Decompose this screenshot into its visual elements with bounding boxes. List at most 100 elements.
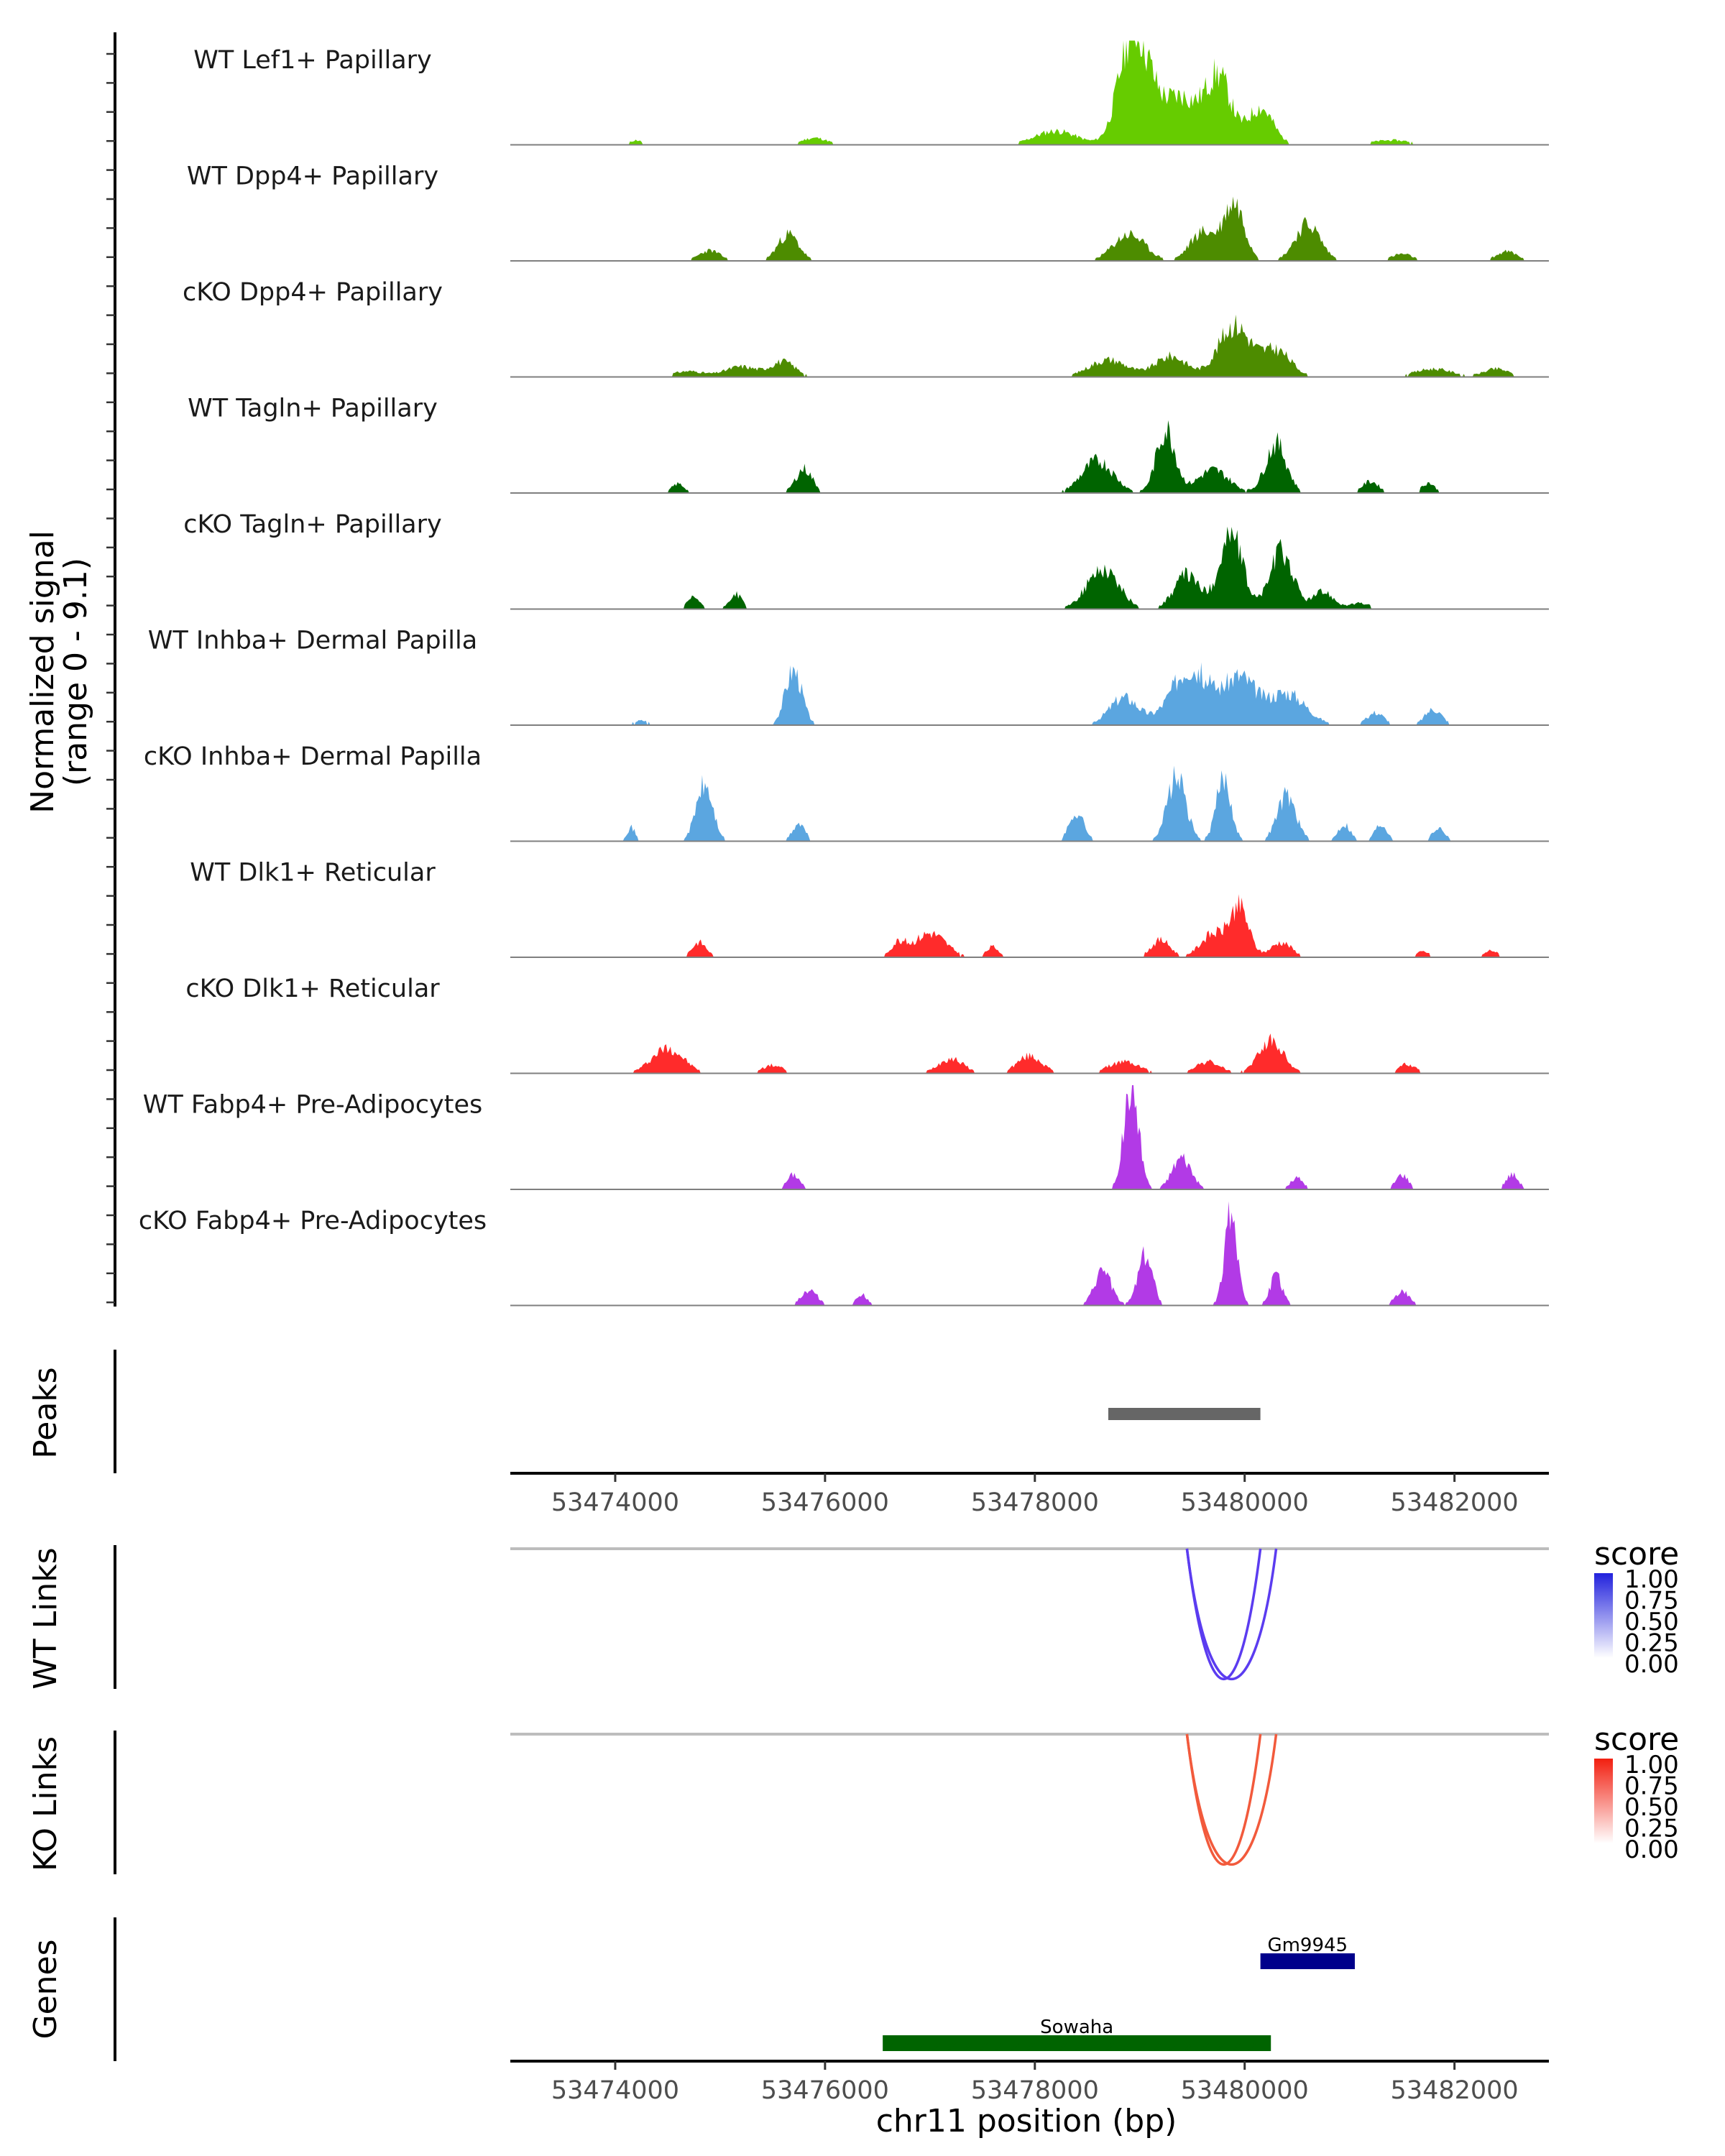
strand-arrow bbox=[1059, 2036, 1067, 2050]
x-axis-genes: 53474000 53476000 53478000 53480000 53482000 bbox=[510, 2060, 1549, 2105]
track-9: WT Fabp4+ Pre-Adipocytes bbox=[143, 1085, 1549, 1190]
strand-arrow bbox=[1309, 1954, 1317, 1968]
track-8: cKO Dlk1+ Reticular bbox=[185, 975, 1549, 1074]
strand-arrow bbox=[980, 2036, 988, 2050]
x-tick-label: 53474000 bbox=[551, 1488, 679, 1517]
track-10: cKO Fabp4+ Pre-Adipocytes bbox=[139, 1201, 1549, 1307]
genes-label: Genes bbox=[27, 1939, 64, 2039]
coverage-area bbox=[510, 765, 1549, 842]
track-label: cKO Dlk1+ Reticular bbox=[185, 975, 440, 1003]
coverage-area bbox=[510, 526, 1549, 609]
strand-arrow bbox=[1261, 1954, 1270, 1968]
legend-tick-label: 0.25 bbox=[1624, 1815, 1679, 1843]
legend-tick-label: 0.50 bbox=[1624, 1793, 1679, 1822]
gene-gm9945: Gm9945 bbox=[1260, 1935, 1355, 1969]
track-3: WT Tagln+ Papillary bbox=[188, 394, 1549, 494]
peaks-track bbox=[1108, 1408, 1261, 1420]
strand-arrow bbox=[1122, 2036, 1131, 2050]
strand-arrow bbox=[885, 2036, 893, 2050]
coverage-area bbox=[510, 1033, 1549, 1074]
strand-arrow bbox=[1043, 2036, 1052, 2050]
x-tick-label: 53482000 bbox=[1391, 2076, 1519, 2105]
track-label: WT Inhba+ Dermal Papilla bbox=[148, 626, 477, 655]
track-label: WT Fabp4+ Pre-Adipocytes bbox=[143, 1090, 482, 1119]
strand-arrow bbox=[1138, 2036, 1146, 2050]
x-tick-label: 53482000 bbox=[1391, 1488, 1519, 1517]
strand-arrow bbox=[1277, 1954, 1286, 1968]
track-label: WT Dpp4+ Papillary bbox=[187, 162, 438, 190]
coverage-area bbox=[510, 1201, 1549, 1306]
strand-arrow bbox=[1106, 2036, 1115, 2050]
strand-arrow bbox=[1248, 2036, 1257, 2050]
track-7: WT Dlk1+ Reticular bbox=[190, 858, 1549, 958]
strand-arrow bbox=[948, 2036, 957, 2050]
link-arc bbox=[1185, 1733, 1278, 1866]
track-1: WT Dpp4+ Papillary bbox=[187, 162, 1549, 262]
track-label: cKO Fabp4+ Pre-Adipocytes bbox=[139, 1207, 487, 1235]
signal-axis bbox=[106, 32, 116, 1307]
link-arc bbox=[1185, 1548, 1278, 1681]
legend-tick-label: 0.75 bbox=[1624, 1772, 1679, 1801]
strand-arrow bbox=[1169, 2036, 1178, 2050]
track-label: cKO Tagln+ Papillary bbox=[183, 510, 442, 539]
x-tick-label: 53478000 bbox=[971, 1488, 1099, 1517]
track-label: WT Tagln+ Papillary bbox=[188, 394, 438, 423]
coverage-area bbox=[510, 40, 1549, 145]
x-tick-label: 53476000 bbox=[761, 1488, 889, 1517]
gene-name: Gm9945 bbox=[1267, 1935, 1348, 1956]
x-tick-label: 53480000 bbox=[1181, 1488, 1309, 1517]
strand-arrow bbox=[1293, 1954, 1302, 1968]
coverage-area bbox=[510, 196, 1549, 261]
coverage-area bbox=[510, 894, 1549, 957]
gene-name: Sowaha bbox=[1040, 2017, 1113, 2038]
x-tick-label: 53474000 bbox=[551, 2076, 679, 2105]
legend-tick-label: 1.00 bbox=[1624, 1751, 1679, 1779]
track-label: WT Lef1+ Papillary bbox=[193, 46, 432, 75]
track-0: WT Lef1+ Papillary bbox=[193, 40, 1549, 146]
legend-tick-label: 1.00 bbox=[1624, 1565, 1679, 1594]
x-axis-title: chr11 position (bp) bbox=[876, 2103, 1177, 2139]
strand-arrow bbox=[1027, 2036, 1036, 2050]
coverage-tracks: WT Lef1+ Papillary WT Dpp4+ Papillary cKO … bbox=[139, 40, 1549, 1307]
legend-title: score bbox=[1594, 1536, 1679, 1572]
links-label: KO Links bbox=[27, 1736, 64, 1871]
track-6: cKO Inhba+ Dermal Papilla bbox=[144, 742, 1549, 842]
legend-title: score bbox=[1594, 1721, 1679, 1758]
x-tick-label: 53480000 bbox=[1181, 2076, 1309, 2105]
strand-arrow bbox=[1154, 2036, 1162, 2050]
strand-arrow bbox=[901, 2036, 909, 2050]
signal-axis-label: Normalized signal bbox=[24, 530, 61, 814]
track-5: WT Inhba+ Dermal Papilla bbox=[148, 626, 1549, 726]
track-2: cKO Dpp4+ Papillary bbox=[183, 278, 1549, 378]
track-4: cKO Tagln+ Papillary bbox=[183, 510, 1549, 610]
peak-region bbox=[1108, 1408, 1261, 1420]
legend-tick-label: 0.00 bbox=[1624, 1650, 1679, 1679]
strand-arrow bbox=[1090, 2036, 1099, 2050]
strand-arrow bbox=[1340, 1954, 1349, 1968]
coverage-area bbox=[510, 420, 1549, 493]
track-label: WT Dlk1+ Reticular bbox=[190, 858, 436, 887]
peaks-label: Peaks bbox=[27, 1367, 64, 1458]
strand-arrow bbox=[995, 2036, 1004, 2050]
gene-sowaha: Sowaha bbox=[883, 2017, 1271, 2051]
coverage-area bbox=[510, 1085, 1549, 1189]
strand-arrow bbox=[1325, 1954, 1333, 1968]
strand-arrow bbox=[1075, 2036, 1083, 2050]
track-label: cKO Inhba+ Dermal Papilla bbox=[144, 742, 482, 771]
strand-arrow bbox=[916, 2036, 925, 2050]
track-label: cKO Dpp4+ Papillary bbox=[183, 278, 443, 307]
x-tick-label: 53476000 bbox=[761, 2076, 889, 2105]
legend-tick-label: 0.75 bbox=[1624, 1587, 1679, 1616]
strand-arrow bbox=[1217, 2036, 1225, 2050]
coverage-area bbox=[510, 662, 1549, 725]
strand-arrow bbox=[1201, 2036, 1210, 2050]
legend-tick-label: 0.00 bbox=[1624, 1835, 1679, 1864]
strand-arrow bbox=[964, 2036, 972, 2050]
strand-arrow bbox=[1233, 2036, 1241, 2050]
legend-colorbar bbox=[1594, 1573, 1613, 1658]
x-axis-peaks: 53474000 53476000 53478000 53480000 53482000 bbox=[510, 1472, 1549, 1517]
x-tick-label: 53478000 bbox=[971, 2076, 1099, 2105]
